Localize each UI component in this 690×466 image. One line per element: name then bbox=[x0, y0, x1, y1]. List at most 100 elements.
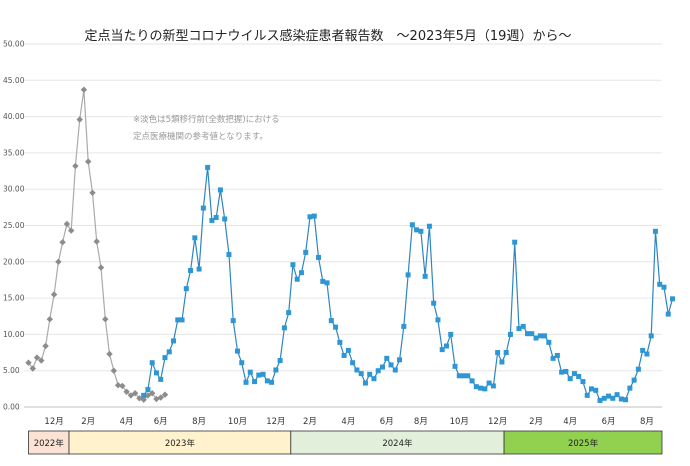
data-point bbox=[367, 371, 373, 377]
data-point bbox=[473, 384, 479, 390]
data-point bbox=[131, 390, 139, 397]
data-point bbox=[414, 227, 420, 233]
gridlines bbox=[24, 43, 662, 408]
data-point bbox=[358, 371, 364, 377]
x-tick-label: 12月 bbox=[266, 417, 285, 427]
y-tick-label: 30.00 bbox=[3, 185, 25, 194]
data-point bbox=[580, 379, 586, 385]
data-point bbox=[452, 363, 458, 369]
data-point bbox=[307, 214, 313, 220]
data-point bbox=[661, 284, 667, 290]
data-point bbox=[499, 359, 505, 365]
data-point bbox=[341, 352, 347, 358]
data-point bbox=[25, 359, 32, 366]
data-point bbox=[247, 369, 253, 375]
data-point bbox=[567, 376, 573, 382]
data-point bbox=[554, 352, 560, 358]
data-point bbox=[652, 228, 658, 234]
year-bands: 2022年 2023年 2024年 2025年 bbox=[28, 430, 663, 455]
data-point bbox=[273, 367, 279, 373]
data-point bbox=[286, 310, 292, 316]
data-point bbox=[354, 367, 360, 373]
data-point bbox=[144, 392, 152, 399]
data-point bbox=[264, 378, 270, 384]
data-point bbox=[260, 371, 266, 377]
data-point bbox=[222, 216, 228, 222]
x-tick-label: 8月 bbox=[640, 417, 654, 427]
data-point bbox=[33, 354, 41, 361]
data-point bbox=[635, 366, 641, 372]
data-point bbox=[217, 187, 223, 193]
data-point bbox=[145, 387, 151, 393]
data-point bbox=[200, 205, 206, 211]
data-point bbox=[256, 372, 262, 378]
data-point bbox=[226, 252, 232, 258]
x-tick-label: 4月 bbox=[341, 417, 355, 427]
data-point bbox=[85, 158, 92, 165]
data-point bbox=[563, 368, 569, 374]
chart-title: 定点当たりの新型コロナウイルス感染症患者報告数 ～2023年5月（19週）から～ bbox=[85, 28, 572, 44]
x-tick-label: 4月 bbox=[120, 417, 134, 427]
data-point bbox=[119, 382, 126, 390]
data-point bbox=[281, 325, 287, 331]
data-point bbox=[97, 264, 105, 271]
x-tick-label: 10月 bbox=[450, 417, 469, 427]
y-tick-label: 20.00 bbox=[3, 257, 25, 266]
data-point bbox=[401, 323, 407, 329]
data-point bbox=[183, 286, 189, 292]
y-tick-label: 0.00 bbox=[3, 403, 20, 412]
data-point bbox=[38, 357, 45, 364]
data-point bbox=[123, 388, 130, 395]
data-point bbox=[486, 380, 492, 386]
data-point bbox=[140, 396, 147, 403]
data-point bbox=[503, 350, 509, 356]
data-point bbox=[478, 385, 484, 391]
data-point bbox=[63, 220, 71, 228]
data-point bbox=[290, 262, 296, 268]
data-point bbox=[644, 351, 650, 357]
x-tick-label: 2月 bbox=[529, 417, 543, 427]
x-tick-label: 6月 bbox=[380, 417, 394, 427]
data-point bbox=[495, 350, 501, 356]
x-tick-label: 12月 bbox=[44, 417, 63, 427]
data-point bbox=[482, 386, 488, 392]
y-tick-label: 10.00 bbox=[3, 330, 25, 339]
data-point bbox=[234, 348, 240, 354]
data-point bbox=[614, 392, 620, 398]
data-point bbox=[153, 395, 160, 403]
data-point bbox=[512, 239, 518, 245]
data-point bbox=[162, 355, 168, 361]
data-point bbox=[29, 365, 36, 372]
data-point bbox=[375, 368, 381, 374]
data-point bbox=[542, 333, 548, 339]
data-point bbox=[618, 396, 624, 402]
data-point bbox=[179, 317, 185, 323]
data-point bbox=[461, 373, 467, 379]
y-tick-label: 15.00 bbox=[3, 294, 25, 303]
data-point bbox=[418, 228, 424, 234]
data-point bbox=[490, 383, 496, 389]
data-point bbox=[546, 339, 552, 345]
data-point bbox=[409, 222, 415, 228]
data-point bbox=[588, 386, 594, 392]
data-point bbox=[298, 270, 304, 276]
data-point bbox=[640, 347, 646, 353]
data-point bbox=[379, 364, 385, 370]
x-axis-month-labels: 12月 2月 4月 6月 8月 10月 12月 2月 4月 6月 8月 10月 12月 2月 4月 6月 8月 bbox=[44, 417, 653, 427]
data-point bbox=[328, 318, 334, 324]
data-point bbox=[324, 280, 330, 286]
data-point bbox=[213, 215, 219, 221]
data-point bbox=[601, 395, 607, 401]
data-point bbox=[435, 317, 441, 323]
series-line-2 bbox=[143, 167, 674, 402]
chart-note-line-1: ※淡色は5類移行前(全数把握)における bbox=[133, 114, 280, 125]
data-point bbox=[149, 390, 156, 397]
y-tick-label: 5.00 bbox=[3, 366, 20, 375]
data-point bbox=[209, 217, 215, 223]
data-point bbox=[114, 382, 122, 389]
data-point bbox=[269, 379, 275, 385]
data-point bbox=[127, 392, 135, 399]
data-point bbox=[533, 335, 539, 341]
data-point bbox=[631, 377, 637, 383]
